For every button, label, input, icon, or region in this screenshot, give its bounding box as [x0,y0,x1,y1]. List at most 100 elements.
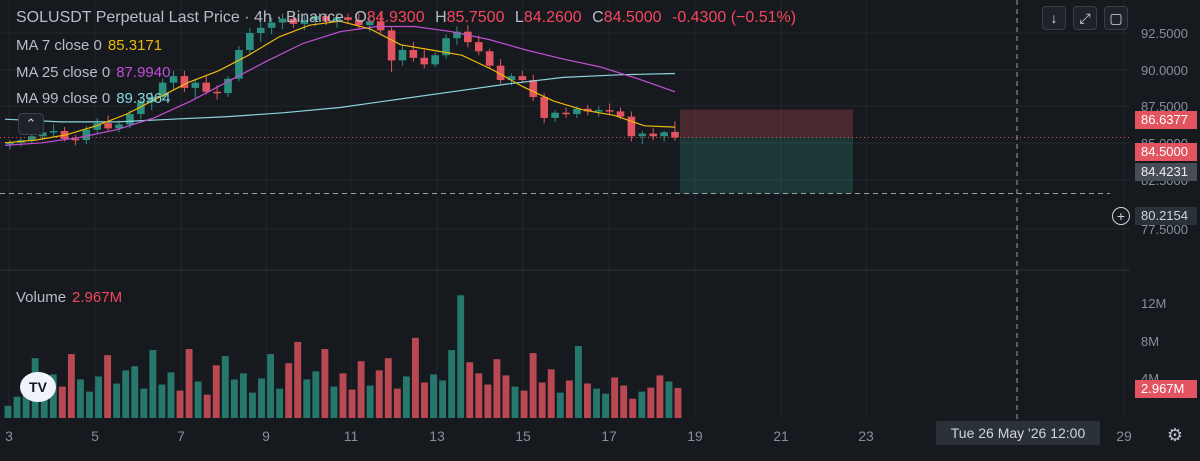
volume-bar [221,356,229,418]
candle-body [649,133,658,137]
volume-legend[interactable]: Volume 2.967M [16,289,128,306]
volume-bar [95,376,102,418]
ma7-value: 85.3171 [107,37,163,54]
candle-body [126,114,134,125]
candle-body [671,131,679,138]
collapse-legend-button[interactable]: ⌃ [18,113,44,135]
volume-bar [475,373,483,418]
candle-body [289,18,298,24]
candle-body [507,76,516,81]
candle-body [322,16,330,22]
volume-bar [176,390,184,418]
close-key: C [592,9,604,26]
fullscreen-button[interactable]: ⤢ [1073,6,1097,30]
candle-body [311,16,320,20]
volume-bar [86,391,93,418]
candle-body [376,21,385,31]
scroll-down-button[interactable]: ↓ [1042,6,1066,30]
candle-body [71,138,80,141]
settings-gear-icon[interactable]: ⚙ [1166,425,1184,445]
volume-bar [484,384,492,418]
volume-bar [547,369,555,418]
candle-body [224,78,232,94]
header-legend: SOLUSDT Perpetual Last Price · 4h · Bina… [16,9,802,27]
volume-bar [122,370,130,418]
volume-bar [448,350,456,418]
high-value: 85.7500 [446,9,505,26]
stop-price-label: 84.4231 [1135,163,1197,181]
candle-body [398,49,407,61]
volume-bar [267,354,275,418]
candle-body [453,31,461,39]
candle-body [278,18,287,23]
ma99-value: 89.3964 [116,90,171,107]
volume-bar [665,381,673,418]
volume-bar [647,387,655,418]
volume-bar [502,375,510,418]
ma7-label: MA 7 close 0 [16,37,102,54]
low-key: L [514,9,524,26]
candle-body [638,133,647,137]
time-tick: 3 [5,428,13,444]
candle-body [202,82,211,92]
candle-body [583,108,592,112]
time-tick: 19 [687,428,703,444]
volume-bar [158,384,166,418]
candle-body [485,51,494,66]
candle-body [333,17,341,22]
volume-bar [402,376,410,418]
candle-body [496,65,505,81]
price-tick: 90.0000 [1141,63,1188,78]
tradingview-logo-icon[interactable]: TV [20,372,56,402]
ma25-legend[interactable]: MA 25 close 0 87.9940 [16,64,176,81]
open-key: O [354,9,367,26]
crosshair-time-label: Tue 26 May '26 12:00 [936,421,1100,445]
candle-body [594,110,603,112]
ma99-legend[interactable]: MA 99 close 0 89.3964 [16,90,176,107]
volume-bar [330,386,338,418]
time-tick: 9 [262,428,270,444]
volume-bar [49,374,57,418]
candle-body [38,132,47,137]
risk-zone [680,109,853,138]
volume-bar [375,370,383,418]
time-tick: 15 [515,428,531,444]
candle-body [387,30,396,61]
low-value: 84.2600 [523,9,582,26]
volume-bar [294,341,302,418]
volume-bar [312,371,320,418]
add-plus-icon[interactable]: + [1112,207,1130,225]
last-price-label: 84.5000 [1135,143,1197,161]
candle-body [431,55,439,65]
candle-body [529,80,538,98]
volume-bar [203,394,211,418]
volume-bar [430,374,437,418]
crosshair-price-label: 80.2154 [1135,207,1197,225]
high-key: H [435,9,447,26]
volume-bar [40,392,48,418]
time-tick: 11 [343,428,359,444]
reward-zone [680,137,853,194]
volume-tick: 8M [1141,334,1160,349]
volume-value: 2.967M [72,289,123,306]
volume-bar [4,405,12,418]
maximize-button[interactable]: ▢ [1104,6,1128,30]
volume-label: Volume [16,289,67,306]
volume-bar [104,355,112,418]
candle-body [420,57,429,65]
volume-bar [149,350,157,418]
volume-bar [411,337,419,418]
ma25-line [4,25,676,146]
ma7-line [4,20,676,144]
volume-bar [230,379,238,418]
volume-bar [67,354,75,418]
candle-body [627,116,636,137]
candle-body [616,111,625,117]
time-tick: 23 [858,428,874,444]
ma7-legend[interactable]: MA 7 close 0 85.3171 [16,37,168,54]
price-tick: 77.5000 [1141,222,1188,237]
candle-body [256,27,265,33]
volume-bar [366,385,374,418]
volume-bar [529,353,537,418]
